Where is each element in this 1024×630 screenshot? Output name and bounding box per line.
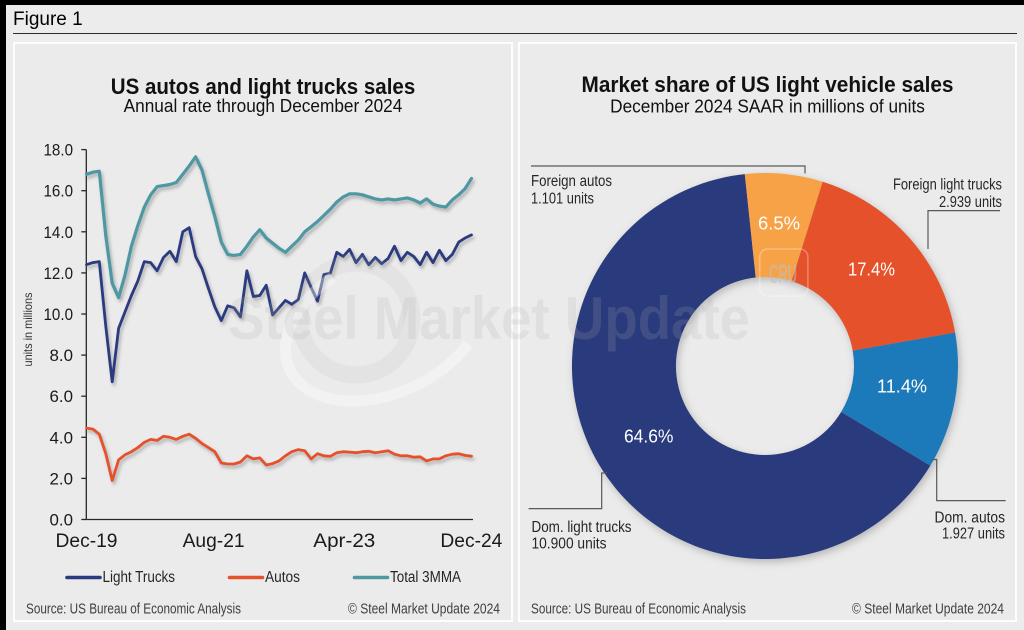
svg-text:0.0: 0.0 xyxy=(50,511,74,530)
svg-text:11.4%: 11.4% xyxy=(877,376,927,397)
svg-text:14.0: 14.0 xyxy=(44,223,74,242)
svg-text:December 2024 SAAR in millions: December 2024 SAAR in millions of units xyxy=(610,96,925,117)
svg-text:Dec-19: Dec-19 xyxy=(56,530,118,552)
svg-text:6.0: 6.0 xyxy=(50,387,74,406)
svg-text:1.927 units: 1.927 units xyxy=(942,526,1005,543)
svg-text:6.5%: 6.5% xyxy=(758,213,800,234)
svg-text:© Steel Market Update 2024: © Steel Market Update 2024 xyxy=(348,602,500,618)
svg-text:Apr-23: Apr-23 xyxy=(313,530,375,552)
svg-text:2.0: 2.0 xyxy=(50,469,74,488)
svg-text:Market share of US light vehic: Market share of US light vehicle sales xyxy=(582,72,954,97)
svg-text:Total 3MMA: Total 3MMA xyxy=(390,569,462,586)
svg-text:Autos: Autos xyxy=(265,569,300,586)
svg-text:Dom. autos: Dom. autos xyxy=(935,510,1006,527)
svg-text:US autos and light trucks sale: US autos and light trucks sales xyxy=(111,74,416,99)
svg-text:8.0: 8.0 xyxy=(50,346,74,365)
svg-text:10.0: 10.0 xyxy=(44,305,74,324)
svg-text:Source: US Bureau of Economic: Source: US Bureau of Economic Analysis xyxy=(531,602,746,618)
svg-text:Source: US Bureau of Economic: Source: US Bureau of Economic Analysis xyxy=(26,602,241,618)
svg-text:4.0: 4.0 xyxy=(50,428,74,447)
svg-text:17.4%: 17.4% xyxy=(848,259,895,280)
svg-text:Annual rate through December 2: Annual rate through December 2024 xyxy=(124,95,403,116)
svg-text:10.900 units: 10.900 units xyxy=(532,536,607,553)
svg-text:units in millions: units in millions xyxy=(21,293,35,367)
svg-text:64.6%: 64.6% xyxy=(624,426,674,447)
svg-text:Dec-24: Dec-24 xyxy=(440,530,502,552)
svg-text:Light Trucks: Light Trucks xyxy=(103,569,176,586)
svg-text:Dom. light trucks: Dom. light trucks xyxy=(532,519,632,536)
svg-text:12.0: 12.0 xyxy=(44,264,74,283)
svg-text:Foreign light trucks: Foreign light trucks xyxy=(893,177,1002,194)
svg-text:Aug-21: Aug-21 xyxy=(183,530,245,552)
svg-text:Foreign autos: Foreign autos xyxy=(531,173,612,190)
svg-text:16.0: 16.0 xyxy=(44,182,74,201)
svg-text:2.939 units: 2.939 units xyxy=(939,194,1002,211)
svg-text:18.0: 18.0 xyxy=(44,141,74,160)
svg-text:© Steel Market Update 2024: © Steel Market Update 2024 xyxy=(852,602,1004,618)
svg-text:1.101 units: 1.101 units xyxy=(531,191,594,208)
